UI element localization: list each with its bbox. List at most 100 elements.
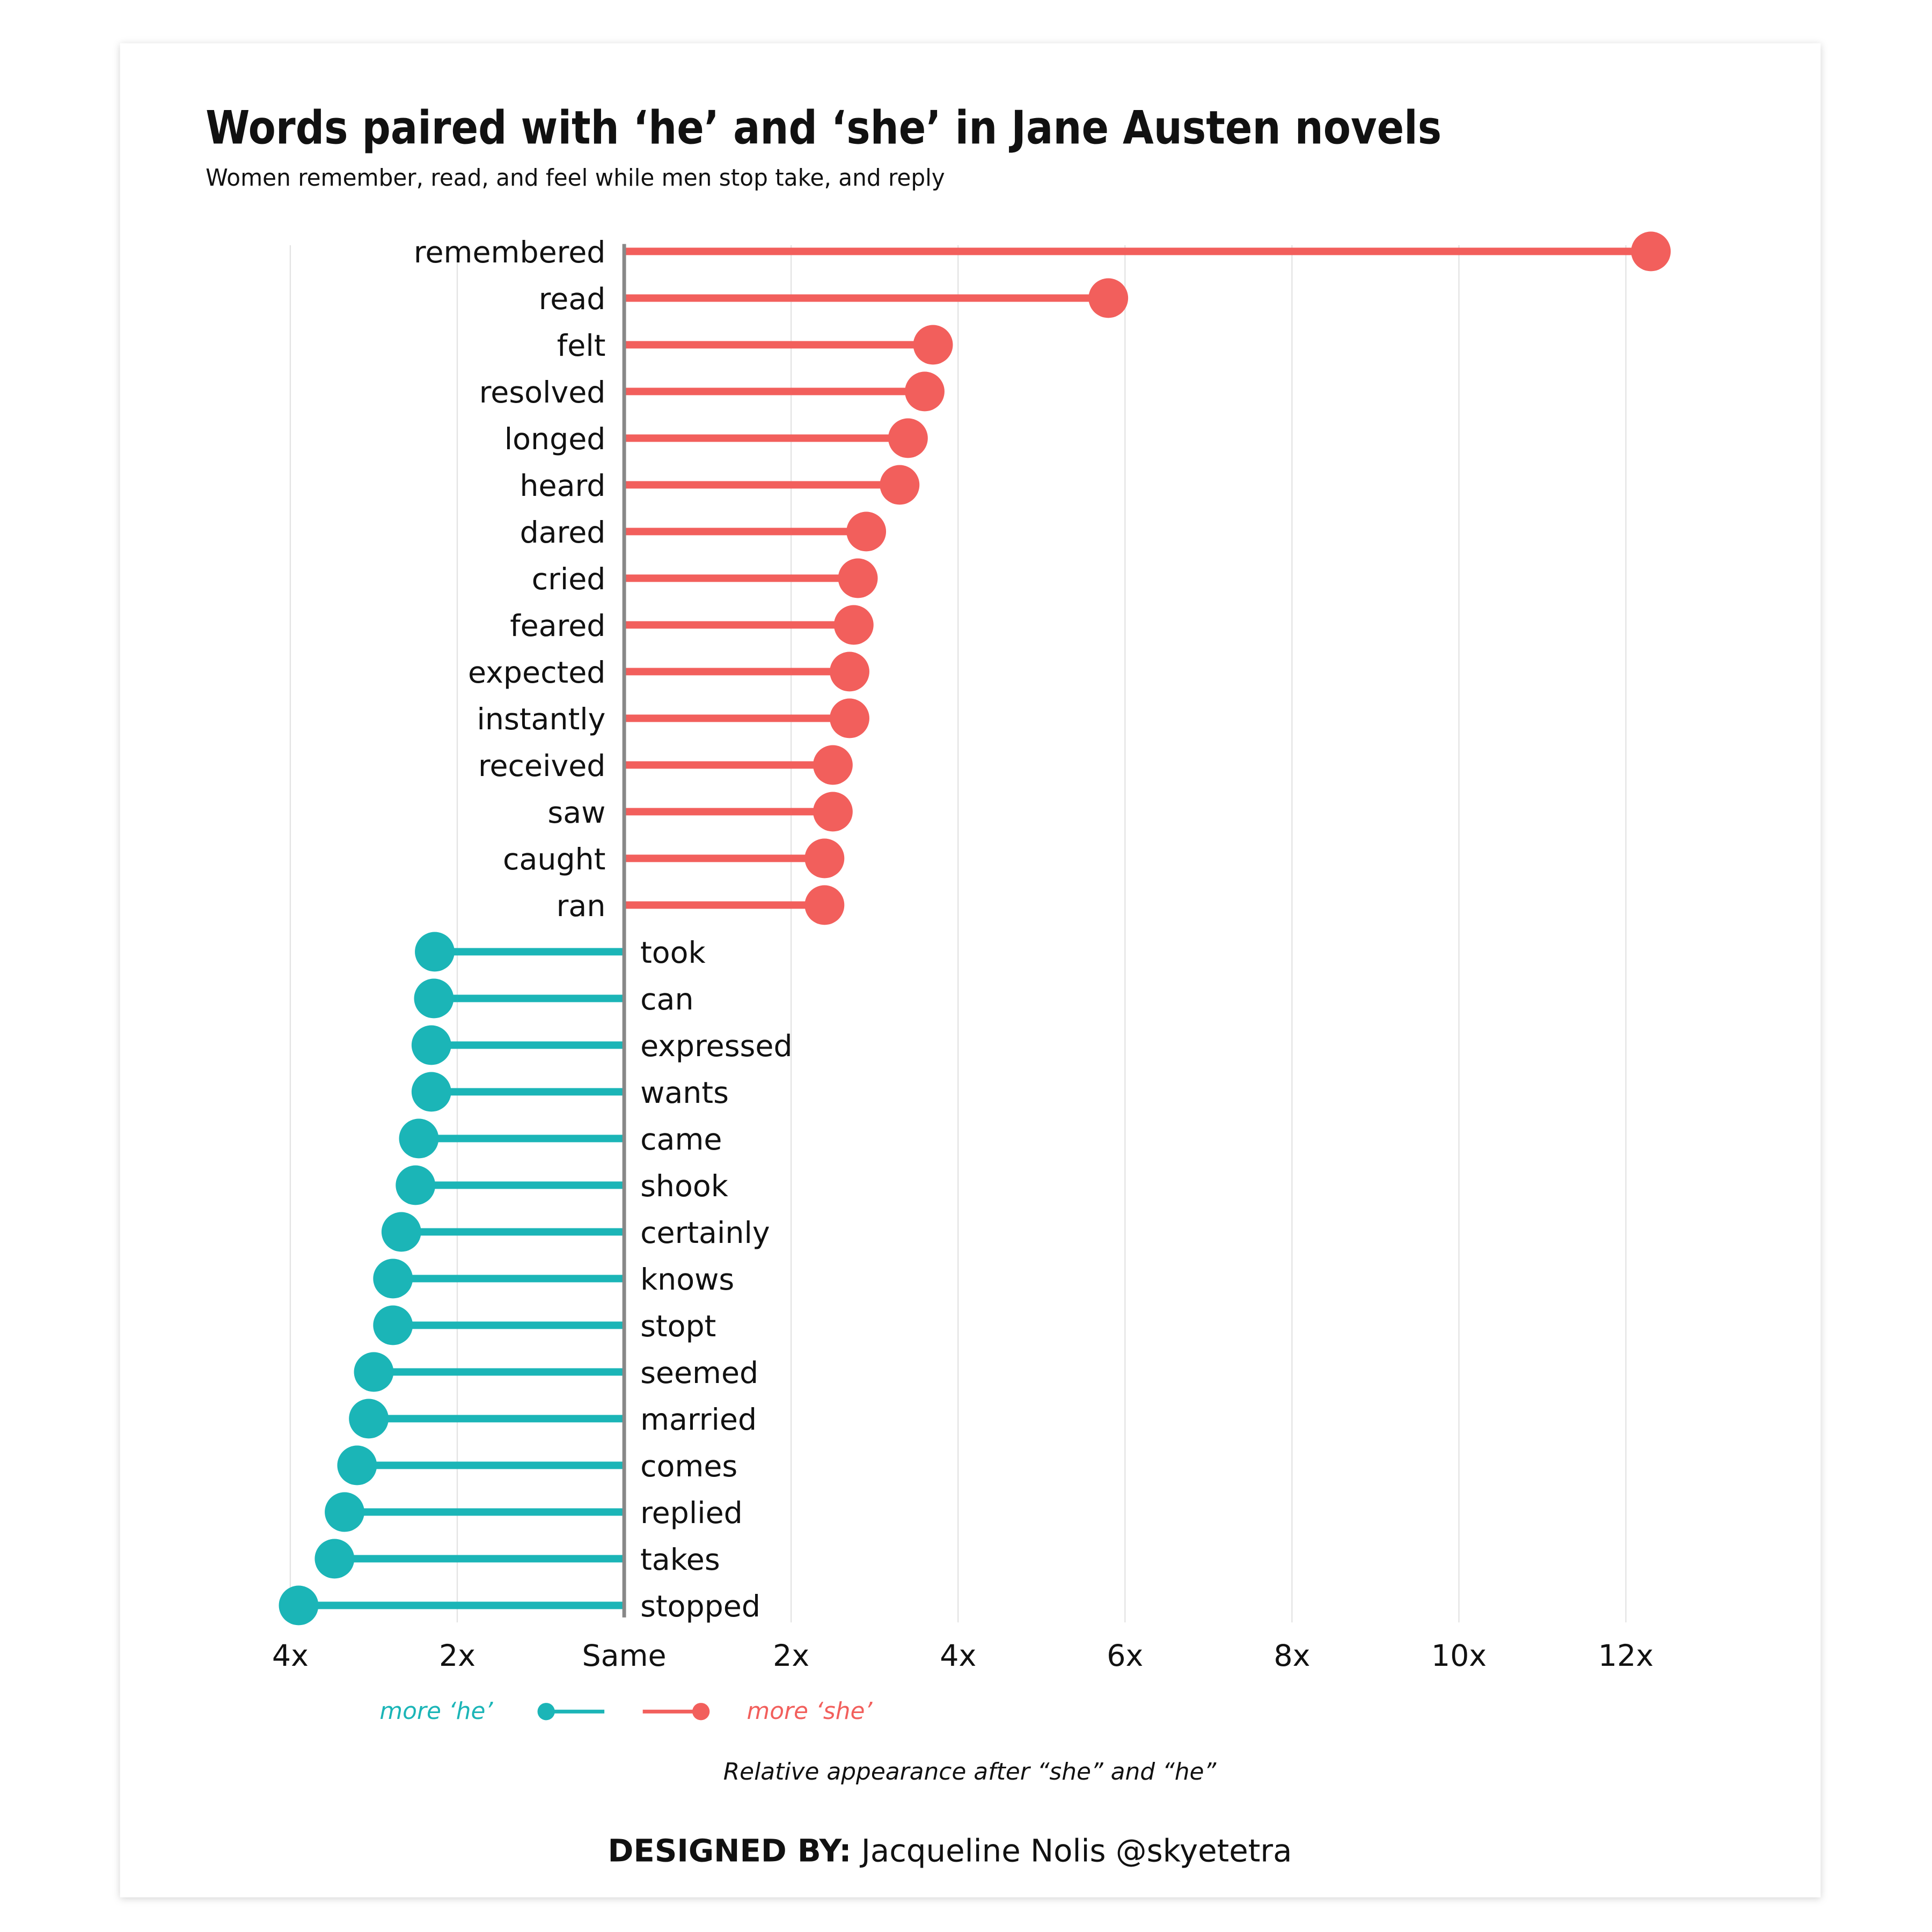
lollipop-dot <box>354 1352 394 1392</box>
legend-she-dot <box>692 1703 710 1721</box>
lollipop-took: took <box>415 932 706 972</box>
word-label: seemed <box>640 1356 758 1391</box>
lollipop-knows: knows <box>373 1258 734 1299</box>
lollipop-dot <box>279 1585 319 1626</box>
x-tick-label: Same <box>582 1639 667 1673</box>
lollipop-married: married <box>349 1399 757 1439</box>
lollipop-resolved: resolved <box>479 371 945 412</box>
word-label: saw <box>547 796 605 830</box>
lollipop-dot <box>414 978 454 1019</box>
lollipop-seemed: seemed <box>354 1352 758 1392</box>
x-tick-label: 4x <box>272 1639 309 1673</box>
legend-she-label: more ‘she’ <box>747 1697 873 1725</box>
lollipops: remembered read felt resolved longed heard dar… <box>279 231 1671 1626</box>
word-label: expected <box>468 656 605 690</box>
x-tick-label: 6x <box>1107 1639 1143 1673</box>
lollipop-feared: feared <box>510 605 874 645</box>
lollipop-stopped: stopped <box>279 1585 760 1626</box>
word-label: expressed <box>640 1029 793 1064</box>
lollipop-caught: caught <box>503 838 845 879</box>
x-tick-label: 12x <box>1598 1639 1653 1673</box>
lollipop-heard: heard <box>519 465 920 505</box>
word-label: took <box>640 936 706 970</box>
word-label: wants <box>640 1076 729 1110</box>
word-label: received <box>478 749 606 784</box>
lollipop-dot <box>804 885 845 925</box>
word-label: felt <box>557 329 606 363</box>
lollipop-expected: expected <box>468 652 869 692</box>
lollipop-dot <box>830 698 869 738</box>
lollipop-dot <box>349 1399 389 1439</box>
word-label: feared <box>510 609 605 643</box>
lollipop-ran: ran <box>557 885 845 925</box>
lollipop-dot <box>314 1539 355 1579</box>
lollipop-dot <box>913 325 953 365</box>
lollipop-dot <box>905 371 945 412</box>
lollipop-dot <box>325 1492 364 1532</box>
lollipop-expressed: expressed <box>411 1025 793 1065</box>
lollipop-dot <box>888 418 928 458</box>
word-label: shook <box>640 1169 728 1204</box>
legend-he-dot <box>537 1703 555 1721</box>
lollipop-dot <box>833 605 874 645</box>
lollipop-cried: cried <box>532 558 878 598</box>
word-label: came <box>640 1123 722 1157</box>
word-label: stopt <box>640 1309 716 1344</box>
word-label: stopped <box>640 1590 760 1624</box>
lollipop-dot <box>880 465 920 505</box>
lollipop-dot <box>373 1258 413 1299</box>
x-tick-label: 2x <box>439 1639 475 1673</box>
lollipop-saw: saw <box>547 792 853 832</box>
lollipop-dot <box>846 511 887 552</box>
lollipop-dot <box>1088 278 1129 318</box>
word-label: married <box>640 1403 757 1437</box>
word-label: replied <box>640 1496 743 1531</box>
lollipop-wants: wants <box>411 1072 729 1112</box>
lollipop-dot <box>399 1118 439 1159</box>
word-label: instantly <box>477 702 606 737</box>
lollipop-dot <box>830 652 869 692</box>
lollipop-felt: felt <box>557 325 953 365</box>
word-label: resolved <box>479 376 606 410</box>
lollipop-instantly: instantly <box>477 698 869 738</box>
word-label: remembered <box>414 236 606 270</box>
lollipop-dot <box>396 1165 436 1205</box>
credit-label: DESIGNED BY: <box>608 1832 852 1869</box>
legend-he-label: more ‘he’ <box>379 1697 493 1725</box>
x-tick-label: 4x <box>940 1639 976 1673</box>
lollipop-dot <box>813 745 853 785</box>
lollipop-longed: longed <box>504 418 928 458</box>
lollipop-came: came <box>399 1118 722 1159</box>
word-label: caught <box>503 843 605 877</box>
lollipop-read: read <box>539 278 1129 318</box>
x-tick-label: 10x <box>1431 1639 1487 1673</box>
word-label: ran <box>557 889 606 924</box>
lollipop-dot <box>813 792 853 832</box>
credit: DESIGNED BY: Jacqueline Nolis @skyetetra <box>608 1832 1292 1869</box>
lollipop-dot <box>411 1025 451 1065</box>
lollipop-stopt: stopt <box>373 1305 716 1345</box>
lollipop-certainly: certainly <box>381 1212 770 1252</box>
lollipop-dot <box>411 1072 451 1112</box>
word-label: certainly <box>640 1216 770 1250</box>
lollipop-replied: replied <box>325 1492 743 1532</box>
lollipop-takes: takes <box>314 1539 720 1579</box>
word-label: heard <box>519 469 605 503</box>
lollipop-received: received <box>478 745 853 785</box>
card <box>120 43 1821 1898</box>
x-tick-label: 2x <box>773 1639 809 1673</box>
lollipop-can: can <box>414 978 694 1019</box>
lollipop-dot <box>373 1305 413 1345</box>
x-tick-label: 8x <box>1274 1639 1310 1673</box>
lollipop-dot <box>415 932 455 972</box>
credit-name: Jacqueline Nolis @skyetetra <box>860 1832 1292 1869</box>
x-axis-label: Relative appearance after “she” and “he” <box>723 1758 1217 1785</box>
lollipop-dot <box>804 838 845 879</box>
lollipop-dot <box>1631 231 1671 272</box>
lollipop-dot <box>337 1445 377 1485</box>
x-axis: 4x 2x Same 2x 4x 6x 8x 10x 12x <box>272 1639 1653 1673</box>
word-label: can <box>640 983 693 1017</box>
lollipop-dared: dared <box>520 511 887 552</box>
lollipop-comes: comes <box>337 1445 737 1485</box>
